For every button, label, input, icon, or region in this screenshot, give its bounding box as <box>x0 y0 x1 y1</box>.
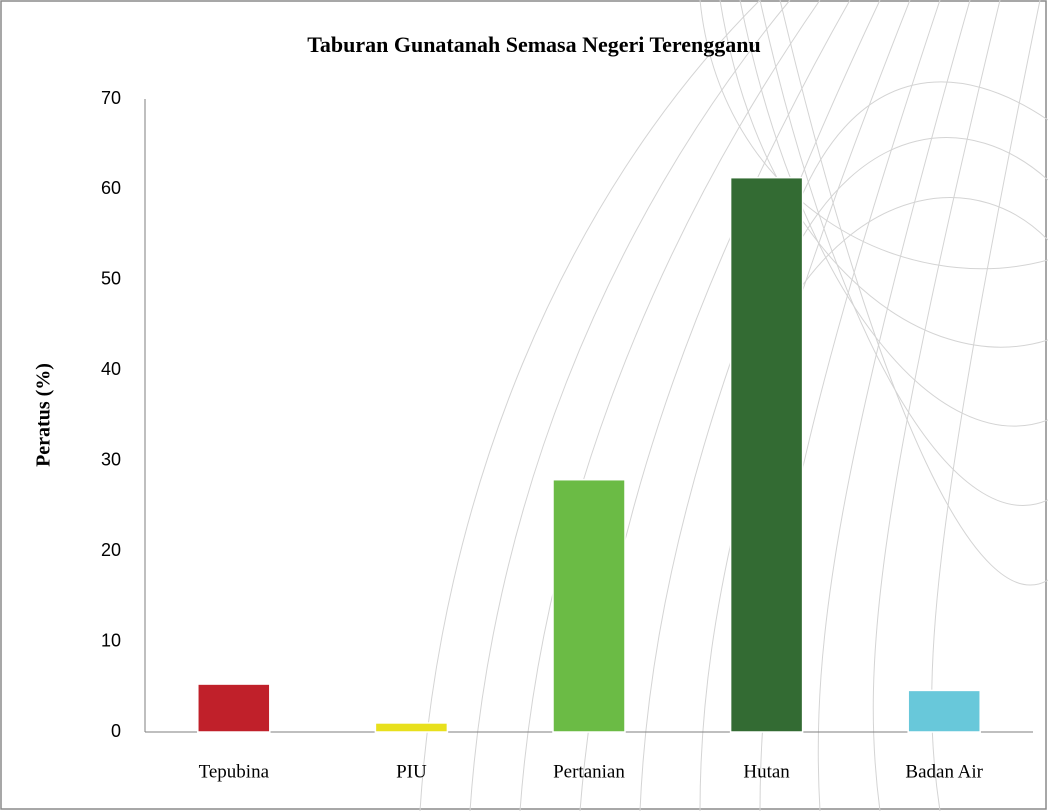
y-axis-label: Peratus (%) <box>33 363 55 467</box>
chart-title: Taburan Gunatanah Semasa Negeri Terengga… <box>307 32 761 57</box>
bar <box>552 478 626 733</box>
bar <box>729 176 804 733</box>
y-tick-label: 60 <box>101 178 121 198</box>
y-tick-label: 70 <box>101 88 121 108</box>
x-tick-label: Badan Air <box>905 761 983 782</box>
bar <box>374 722 449 733</box>
y-tick-label: 20 <box>101 540 121 560</box>
y-tick-label: 30 <box>101 449 121 469</box>
y-tick-label: 0 <box>111 721 121 741</box>
y-tick-label: 10 <box>101 630 121 650</box>
x-tick-label: Hutan <box>743 761 790 782</box>
y-tick-label: 40 <box>101 359 121 379</box>
bar <box>907 689 981 733</box>
x-tick-label: PIU <box>396 761 427 782</box>
y-tick-label: 50 <box>101 269 121 289</box>
bar <box>197 683 271 733</box>
x-tick-label: Tepubina <box>199 761 270 782</box>
x-tick-label: Pertanian <box>553 761 625 782</box>
